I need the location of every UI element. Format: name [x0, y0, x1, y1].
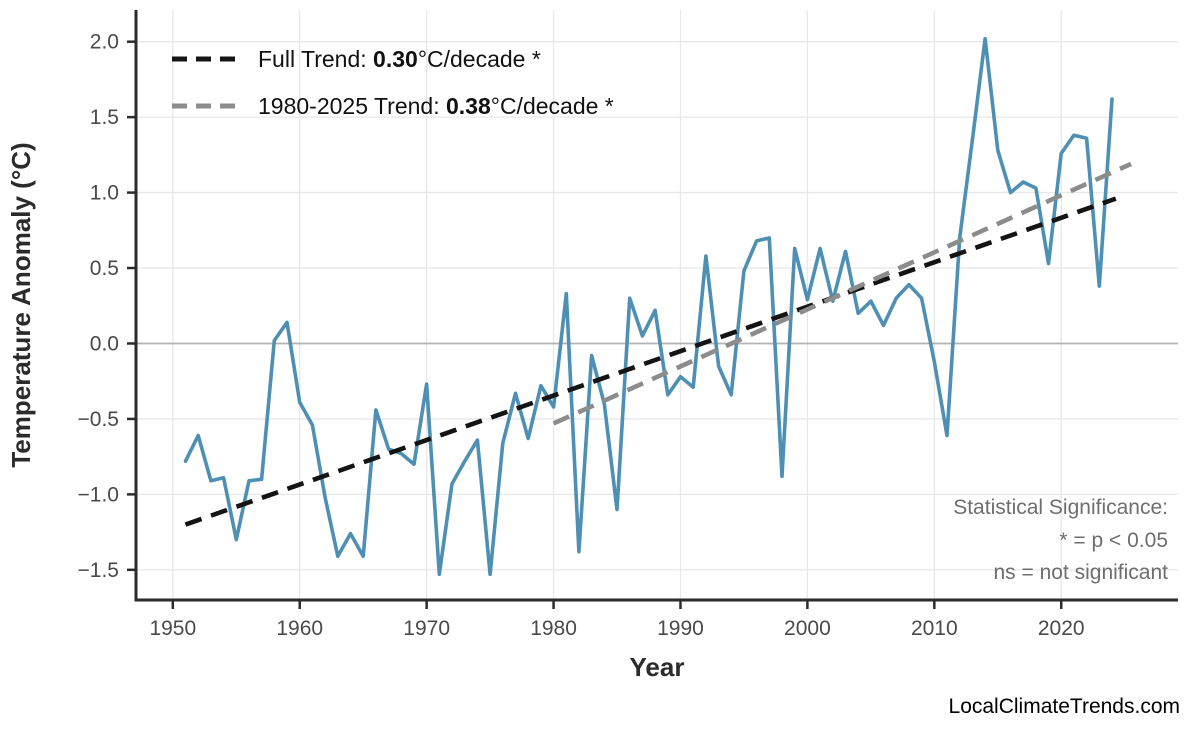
watermark: LocalClimateTrends.com — [949, 695, 1180, 718]
x-tick-label: 1950 — [149, 617, 196, 640]
legend-label-recent-trend: 1980-2025 Trend: 0.38°C/decade * — [258, 93, 614, 119]
x-tick-label: 1990 — [657, 617, 704, 640]
legend-item-full-trend: Full Trend: 0.30°C/decade * — [172, 46, 541, 72]
x-tick-label: 1980 — [530, 617, 577, 640]
y-tick-label: 1.0 — [90, 182, 119, 205]
x-axis-title: Year — [630, 652, 685, 682]
y-tick-label: −0.5 — [78, 408, 119, 431]
significance-note-line3: ns = not significant — [993, 561, 1168, 584]
x-tick-label: 2020 — [1038, 617, 1085, 640]
y-tick-label: −1.5 — [78, 559, 119, 582]
x-tick-label: 2010 — [911, 617, 958, 640]
x-tick-label: 1960 — [276, 617, 323, 640]
temperature-line — [183, 36, 1114, 577]
x-tick-label: 1970 — [403, 617, 450, 640]
significance-note-line2: * = p < 0.05 — [1059, 529, 1168, 552]
legend-label-full-trend: Full Trend: 0.30°C/decade * — [258, 46, 541, 72]
significance-note-line1: Statistical Significance: — [953, 496, 1168, 519]
y-tick-label: 0.5 — [90, 257, 119, 280]
y-tick-label: 1.5 — [90, 106, 119, 129]
x-tick-label: 2000 — [784, 617, 831, 640]
y-tick-label: 0.0 — [90, 332, 119, 355]
y-axis-title: Temperature Anomaly (°C) — [6, 142, 36, 467]
y-tick-label: 2.0 — [90, 31, 119, 54]
y-tick-label: −1.0 — [78, 483, 119, 506]
full-trend-line — [184, 196, 1117, 527]
recent-trend-line — [552, 161, 1132, 426]
legend-item-recent-trend: 1980-2025 Trend: 0.38°C/decade * — [172, 93, 614, 119]
legend: Full Trend: 0.30°C/decade * 1980-2025 Tr… — [172, 46, 614, 119]
chart-plot-area: 1950 1960 1970 1980 1990 2000 2010 2020 −1.5 −1.0… — [78, 10, 1178, 640]
significance-note: Statistical Significance: * = p < 0.05 n… — [953, 496, 1168, 584]
